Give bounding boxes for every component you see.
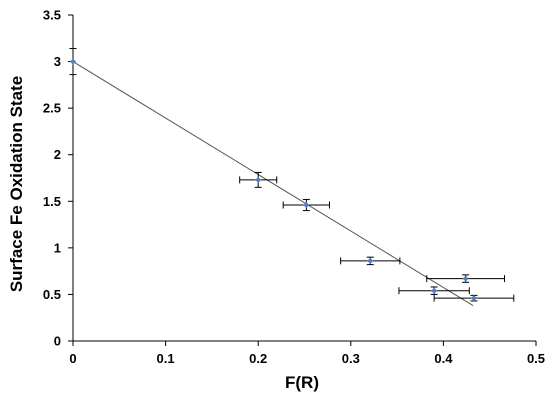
y-tick-label: 0.5 (43, 287, 61, 302)
error-bars-layer (69, 48, 515, 302)
trendline-layer (72, 61, 474, 307)
y-axis-title: Surface Fe Oxidation State (7, 76, 26, 292)
data-point (303, 201, 310, 209)
data-point (255, 176, 262, 183)
data-point (367, 257, 374, 264)
x-tick-label: 0.2 (249, 351, 267, 366)
data-point (69, 58, 77, 65)
y-tick-label: 1.5 (43, 194, 61, 209)
x-tick-label: 0.3 (342, 351, 360, 366)
trendline (72, 61, 474, 307)
y-tick-label: 3 (54, 54, 61, 69)
x-axis-title: F(R) (285, 373, 319, 392)
y-tick-label: 0 (54, 334, 61, 349)
x-tick-label: 0.1 (157, 351, 175, 366)
y-tick-label: 3.5 (43, 8, 61, 23)
data-points-layer (69, 58, 477, 302)
axes (68, 14, 537, 346)
tick-labels-layer: 0 0.5 1 1.5 2 2.5 3 3.5 0 0.1 0.2 0.3 0.4 0.5 (43, 8, 545, 367)
x-tick-label: 0.5 (527, 351, 545, 366)
data-point (462, 275, 469, 282)
data-point (431, 287, 438, 294)
y-tick-label: 2 (54, 147, 61, 162)
y-tick-label: 1 (54, 240, 61, 255)
x-tick-label: 0.4 (434, 351, 453, 366)
x-tick-label: 0 (69, 351, 76, 366)
y-tick-label: 2.5 (43, 101, 61, 116)
data-point (470, 295, 477, 302)
